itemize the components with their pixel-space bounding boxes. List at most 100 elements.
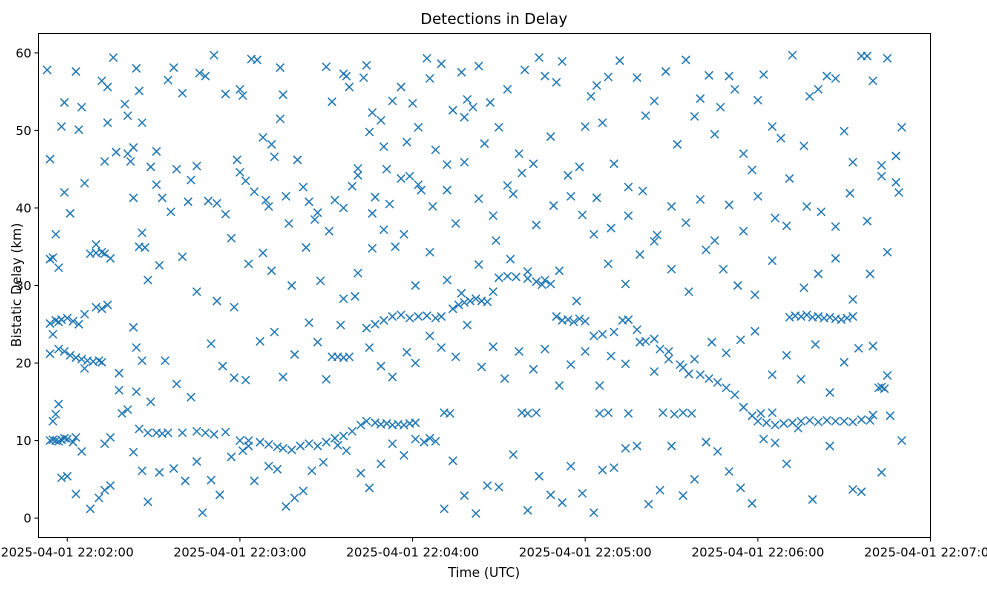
data-point — [649, 96, 659, 106]
data-point — [45, 349, 55, 359]
data-point — [186, 392, 196, 402]
data-point — [439, 504, 449, 514]
data-point — [848, 484, 858, 494]
data-point — [540, 275, 550, 285]
data-point — [235, 84, 245, 94]
data-point — [341, 446, 351, 456]
data-point — [785, 312, 794, 322]
data-point — [724, 467, 734, 477]
data-point — [836, 315, 846, 325]
data-point — [123, 405, 133, 415]
data-point — [603, 259, 613, 269]
data-point — [71, 353, 81, 363]
data-point — [474, 194, 484, 204]
data-point — [448, 456, 458, 466]
data-point — [97, 247, 107, 257]
data-point — [221, 427, 230, 437]
data-point — [569, 317, 579, 327]
data-point — [796, 374, 806, 384]
data-point — [269, 327, 279, 337]
data-point — [796, 312, 806, 321]
data-point — [103, 300, 113, 310]
data-point — [134, 86, 144, 96]
data-point — [802, 310, 812, 320]
data-point — [669, 409, 679, 419]
data-point — [739, 402, 748, 412]
data-point — [831, 74, 841, 83]
data-point — [606, 351, 616, 361]
data-point — [387, 312, 397, 321]
data-point — [68, 316, 78, 326]
data-point — [747, 165, 757, 175]
data-point — [370, 418, 380, 428]
data-point — [298, 486, 308, 496]
data-point — [690, 354, 700, 364]
data-point — [474, 61, 484, 71]
data-point — [511, 272, 521, 282]
data-point — [137, 228, 147, 238]
data-point — [595, 381, 605, 390]
data-point — [68, 437, 78, 447]
data-point — [413, 312, 423, 321]
data-point — [229, 302, 239, 312]
data-point — [356, 468, 366, 478]
data-point — [767, 256, 777, 266]
data-point — [621, 359, 630, 369]
data-point — [128, 322, 138, 332]
data-point — [793, 423, 803, 433]
data-point — [128, 447, 138, 457]
data-point — [137, 466, 147, 476]
data-point — [379, 142, 389, 152]
data-point — [598, 465, 607, 475]
data-point — [321, 374, 331, 384]
data-point — [405, 171, 415, 181]
data-point — [114, 385, 124, 395]
data-point — [767, 408, 777, 418]
data-point — [195, 68, 205, 78]
data-point — [244, 259, 254, 269]
data-point — [59, 346, 69, 356]
data-point — [57, 122, 66, 132]
data-point — [471, 509, 481, 518]
data-point — [290, 350, 300, 359]
data-point — [635, 250, 645, 259]
data-point — [396, 174, 406, 183]
data-point — [146, 397, 156, 407]
data-point — [91, 239, 101, 249]
data-point — [649, 367, 659, 377]
y-tick-label: 20 — [16, 356, 32, 371]
data-point — [51, 409, 61, 419]
data-point — [422, 311, 432, 321]
data-point — [255, 437, 265, 447]
data-point — [503, 271, 512, 281]
data-point — [664, 354, 674, 364]
data-point — [131, 63, 141, 73]
data-point — [103, 82, 113, 92]
data-point — [831, 416, 841, 426]
data-point — [825, 441, 835, 451]
data-point — [598, 118, 607, 128]
data-point — [91, 302, 101, 312]
data-point — [690, 112, 700, 121]
data-point — [382, 419, 392, 428]
data-point — [808, 495, 817, 504]
data-point — [45, 319, 55, 328]
data-point — [428, 201, 438, 211]
data-point — [77, 102, 87, 112]
data-point — [566, 360, 576, 370]
data-point — [652, 230, 662, 240]
data-point — [290, 493, 300, 503]
data-point — [816, 207, 826, 217]
data-point — [333, 440, 343, 450]
data-point — [267, 139, 277, 149]
data-point — [862, 51, 872, 61]
data-point — [100, 485, 110, 495]
data-point — [767, 370, 777, 380]
data-point — [71, 489, 81, 499]
x-tick-label: 2025-04-01 22:06:00 — [691, 545, 824, 560]
data-point — [353, 170, 363, 180]
data-points — [42, 50, 907, 518]
data-point — [344, 82, 354, 92]
data-point — [894, 187, 904, 197]
data-point — [457, 288, 466, 298]
